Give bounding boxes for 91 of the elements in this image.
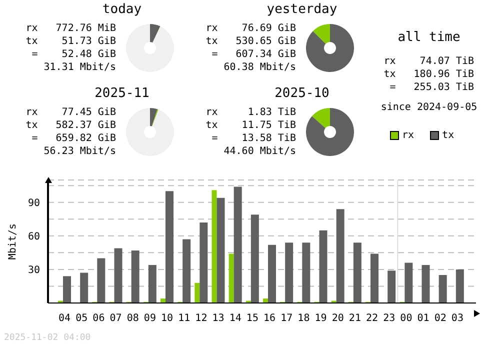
text: rx 1.83 TiB [204, 106, 296, 119]
x-tick-label: 15 [246, 313, 258, 324]
text: = 607.34 GiB [210, 48, 296, 61]
x-tick-label: 14 [229, 313, 242, 324]
bar [212, 190, 217, 303]
text: tx 530.65 GiB [204, 35, 296, 48]
x-tick-label: 23 [383, 313, 396, 324]
text: = 13.58 TiB [210, 132, 296, 145]
bar [250, 214, 259, 303]
x-tick-label: 02 [434, 313, 446, 324]
bar [353, 242, 362, 303]
chart-title: yesterday [266, 2, 338, 17]
bar [302, 242, 310, 303]
x-tick-label: 09 [144, 313, 156, 324]
x-tick-label: 05 [76, 313, 88, 324]
x-tick-label: 03 [451, 313, 464, 324]
x-tick-label: 06 [92, 313, 105, 324]
text: = 52.48 GiB [30, 48, 116, 61]
text: since 2024-09-05 [380, 101, 478, 114]
text: 31.31 Mbit/s [42, 61, 116, 74]
donut-slice [312, 24, 330, 44]
text: tx 582.37 GiB [24, 119, 116, 132]
text: tx 180.96 TiB [382, 68, 474, 81]
bar [182, 239, 191, 303]
x-tick-label: 21 [348, 313, 361, 324]
x-tick-label: 10 [161, 313, 174, 324]
legend-label: tx [442, 130, 454, 141]
bar [148, 264, 156, 303]
bar [216, 198, 225, 303]
x-tick-label: 08 [126, 313, 139, 324]
bar [319, 230, 328, 303]
bar [228, 254, 234, 303]
bar [166, 191, 174, 303]
text: 44.60 Mbit/s [222, 145, 296, 158]
x-tick-label: 16 [264, 313, 276, 324]
text: rx 76.69 GiB [204, 22, 296, 35]
bar [131, 250, 140, 303]
x-tick-label: 04 [58, 313, 71, 324]
chart-title: 2025-11 [94, 86, 150, 101]
bar [263, 298, 268, 303]
x-tick-label: 22 [366, 313, 378, 324]
x-tick-label: 20 [332, 313, 344, 324]
bar [114, 248, 122, 303]
chart-title: today [101, 2, 143, 17]
bar [370, 254, 378, 303]
text: rx 74.07 TiB [382, 55, 474, 68]
text: 56.23 Mbit/s [42, 145, 116, 158]
y-axis-title: Mbit/s [8, 223, 19, 260]
bar [456, 269, 464, 303]
donut-slice [150, 24, 160, 43]
bar [422, 264, 430, 303]
y-tick-label: 90 [28, 198, 40, 209]
text: tx 11.75 TiB [204, 119, 296, 132]
bar [194, 282, 200, 303]
bar [200, 222, 208, 303]
x-tick-label: 11 [178, 313, 190, 324]
bar [160, 298, 166, 303]
donut-slice [126, 24, 174, 72]
bar [97, 258, 106, 303]
x-tick-label: 12 [195, 313, 208, 324]
x-tick-label: 00 [400, 313, 412, 324]
bar [404, 262, 413, 303]
text: all time [396, 30, 462, 45]
text: rx 772.76 MiB [24, 22, 116, 35]
bar [268, 244, 276, 303]
x-tick-label: 19 [314, 313, 327, 324]
bar [438, 275, 447, 303]
bar [80, 272, 88, 303]
donut-slice [306, 24, 354, 72]
y-tick-label: 60 [28, 231, 40, 242]
bar [285, 242, 294, 303]
x-tick-label: 18 [298, 313, 310, 324]
bar [234, 186, 242, 303]
donut-slice [312, 108, 330, 128]
bar [63, 276, 71, 303]
x-tick-label: 13 [212, 313, 224, 324]
donut-slice [126, 108, 174, 156]
x-tick-label: 17 [280, 313, 293, 324]
legend-label: rx [402, 130, 414, 141]
text: 60.38 Mbit/s [222, 61, 296, 74]
y-tick-label: 30 [28, 265, 40, 276]
text: rx 77.45 GiB [24, 106, 116, 119]
text: tx 51.73 GiB [24, 35, 116, 48]
x-tick-label: 01 [417, 313, 430, 324]
chart-title: 2025-10 [274, 86, 330, 101]
donut-slice [306, 108, 354, 156]
bar [336, 209, 344, 303]
text: = 255.03 TiB [388, 81, 474, 94]
x-tick-label: 07 [110, 313, 122, 324]
bar [388, 270, 396, 303]
text: = 659.82 GiB [30, 132, 116, 145]
